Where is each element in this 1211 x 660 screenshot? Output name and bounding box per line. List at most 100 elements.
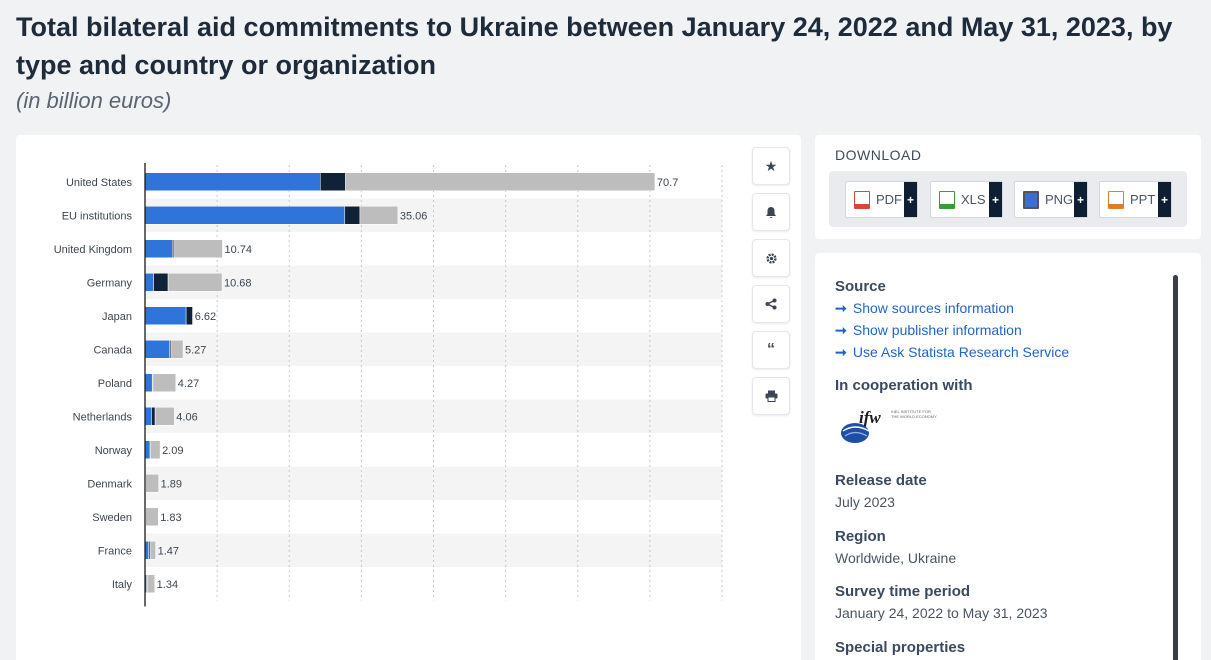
bar-segment [144, 273, 154, 292]
bell-icon[interactable] [752, 193, 790, 231]
png-file-icon [1023, 190, 1039, 209]
download-xls-button[interactable]: XLS + [930, 181, 1003, 218]
bar-segment [150, 440, 161, 459]
download-buttons: PDF + XLS + PNG + PPT + [829, 171, 1187, 227]
show-sources-label: Show sources information [852, 300, 1014, 316]
bar-segment [144, 306, 187, 325]
xls-file-icon [939, 190, 955, 209]
info-scrollbar[interactable] [1173, 275, 1178, 660]
region-heading: Region [835, 528, 886, 545]
page-title: Total bilateral aid commitments to Ukrai… [16, 12, 1173, 80]
download-png-button[interactable]: PNG + [1014, 181, 1088, 218]
page-subtitle: (in billion euros) [16, 88, 172, 113]
survey-period-value: January 24, 2022 to May 31, 2023 [835, 605, 1048, 621]
show-publisher-link[interactable]: ➞ Show publisher information [835, 322, 1022, 339]
download-ppt-button[interactable]: PPT + [1099, 181, 1172, 218]
ppt-plus-icon[interactable]: + [1158, 182, 1171, 217]
category-label: Denmark [87, 478, 132, 490]
download-panel: DOWNLOAD PDF + XLS + PNG + PPT + [815, 135, 1201, 239]
data-label: 6.62 [195, 311, 216, 323]
category-label: Germany [87, 277, 133, 289]
logo-subtext: KIEL INSTITUTE FOR THE WORLD ECONOMY [891, 409, 937, 419]
category-label: Japan [102, 311, 132, 323]
bar-segment [144, 407, 152, 426]
ppt-label: PPT [1130, 192, 1156, 207]
bar-segment [345, 172, 656, 191]
source-heading: Source [835, 278, 886, 295]
category-label: Sweden [92, 512, 132, 524]
row-stripe [145, 466, 722, 500]
arrow-right-icon: ➞ [835, 300, 847, 316]
data-label: 4.27 [178, 378, 199, 390]
category-label: Poland [98, 378, 132, 390]
pdf-plus-icon[interactable]: + [904, 182, 917, 217]
category-label: France [98, 545, 132, 557]
pdf-file-icon [854, 190, 870, 209]
info-panel: Source ➞ Show sources information ➞ Show… [815, 253, 1201, 660]
ask-statista-link[interactable]: ➞ Use Ask Statista Research Service [835, 344, 1069, 361]
data-label: 70.7 [657, 177, 678, 189]
ask-statista-label: Use Ask Statista Research Service [852, 344, 1070, 360]
bar-segment [144, 172, 321, 191]
share-icon[interactable] [752, 285, 790, 323]
png-label: PNG [1045, 192, 1074, 207]
bar-segment [173, 239, 223, 258]
star-icon[interactable]: ★ [752, 147, 790, 185]
print-icon[interactable] [752, 377, 790, 415]
cooperation-heading: In cooperation with [835, 377, 973, 394]
data-label: 10.68 [224, 277, 252, 289]
bar-segment [359, 206, 399, 225]
show-publisher-label: Show publisher information [852, 322, 1022, 338]
bar-segment [152, 373, 177, 392]
survey-period-heading: Survey time period [835, 583, 971, 600]
category-label: EU institutions [62, 210, 133, 222]
download-title: DOWNLOAD [835, 147, 922, 163]
bar-segment [149, 541, 156, 560]
ifw-logo: ifw KIEL INSTITUTE FOR THE WORLD ECONOMY [837, 405, 937, 447]
pdf-label: PDF [876, 192, 902, 207]
bar-segment [146, 574, 155, 593]
bar-segment [320, 172, 346, 191]
gear-icon[interactable] [752, 239, 790, 277]
bar-segment [167, 273, 223, 292]
bar-segment [344, 206, 361, 225]
bar-segment [144, 239, 173, 258]
bar-segment [144, 340, 170, 359]
bar-chart: United States 70.7 EU institutions 35.06 Uni… [54, 163, 723, 607]
data-label: 4.06 [176, 411, 197, 423]
category-label: United Kingdom [54, 244, 132, 256]
data-label: 1.34 [157, 579, 178, 591]
category-label: Canada [93, 344, 132, 356]
download-pdf-button[interactable]: PDF + [845, 181, 918, 218]
bar-segment [154, 407, 175, 426]
png-plus-icon[interactable]: + [1074, 182, 1087, 217]
bar-segment [144, 440, 151, 459]
data-label: 1.83 [160, 512, 181, 524]
show-sources-link[interactable]: ➞ Show sources information [835, 300, 1014, 317]
bar-segment [144, 206, 346, 225]
data-label: 1.89 [161, 478, 182, 490]
bar-segment [192, 306, 194, 325]
bar-segment [145, 507, 159, 526]
release-date-value: July 2023 [835, 494, 895, 510]
category-label: Netherlands [73, 411, 133, 423]
bar-segment [153, 273, 169, 292]
quote-icon[interactable]: “ [752, 331, 790, 369]
arrow-right-icon: ➞ [835, 344, 847, 360]
release-date-heading: Release date [835, 472, 927, 489]
chart-card: United States 70.7 EU institutions 35.06 Uni… [16, 135, 801, 660]
bar-segment [145, 474, 159, 493]
xls-label: XLS [961, 192, 986, 207]
special-properties-heading: Special properties [835, 639, 966, 656]
category-label: Italy [112, 579, 133, 591]
data-label: 2.09 [162, 445, 183, 457]
arrow-right-icon: ➞ [835, 322, 847, 338]
bar-segment [185, 306, 193, 325]
bar-segment [170, 340, 184, 359]
xls-plus-icon[interactable]: + [989, 182, 1002, 217]
data-label: 10.74 [224, 244, 252, 256]
bar-segment [144, 373, 153, 392]
bar-segment [151, 407, 156, 426]
logo-text: ifw [859, 408, 881, 427]
data-label: 5.27 [185, 344, 206, 356]
